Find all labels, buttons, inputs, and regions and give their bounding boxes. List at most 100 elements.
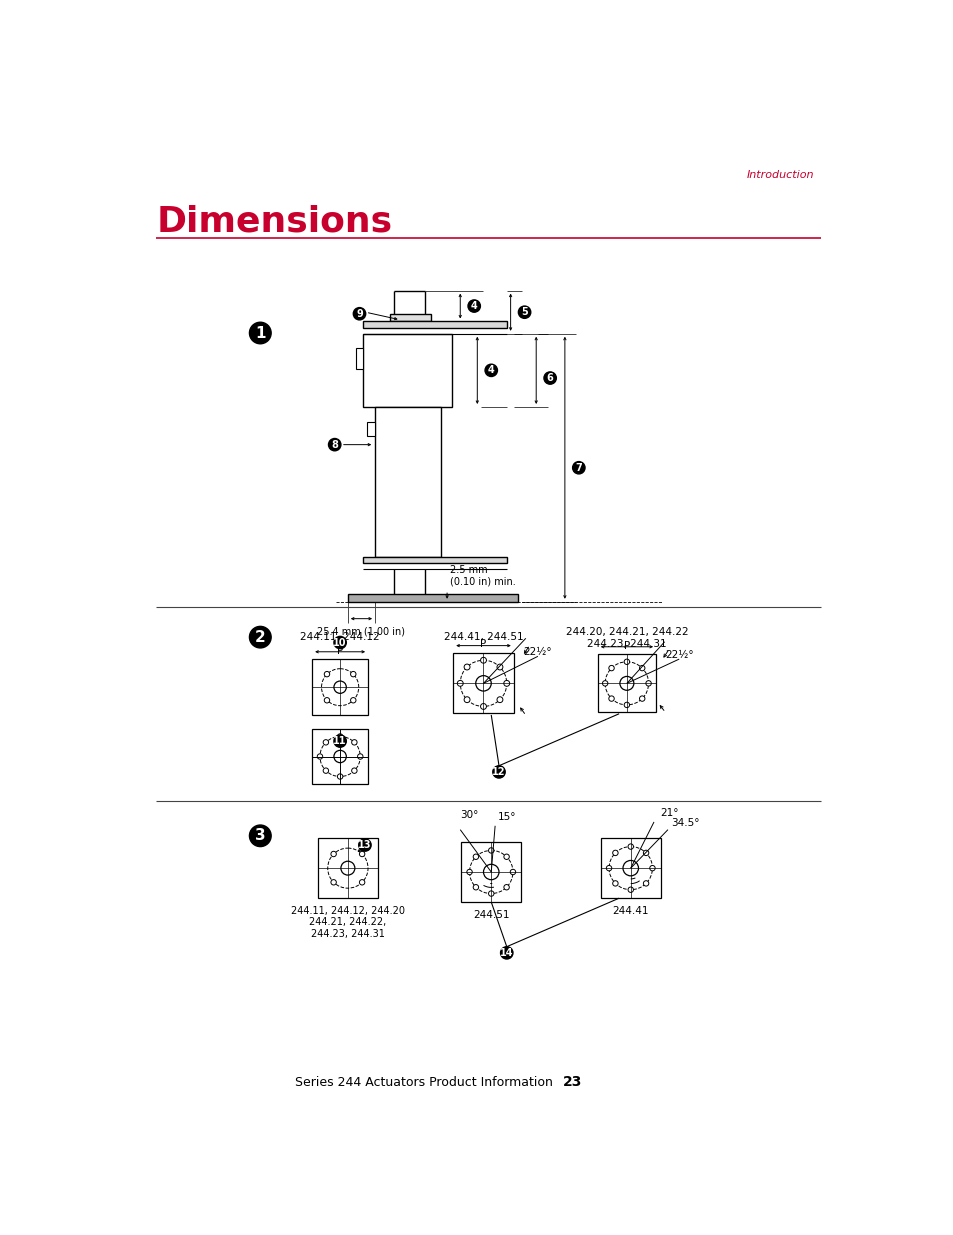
Bar — [460, 842, 521, 902]
Circle shape — [622, 861, 638, 876]
Text: Series 244 Actuators Product Information: Series 244 Actuators Product Information — [294, 1076, 560, 1089]
Circle shape — [328, 438, 340, 451]
Circle shape — [480, 704, 486, 709]
Circle shape — [623, 659, 629, 664]
Circle shape — [503, 680, 509, 687]
Circle shape — [334, 636, 346, 648]
Circle shape — [503, 855, 509, 860]
Circle shape — [627, 844, 633, 850]
Circle shape — [602, 680, 607, 687]
Text: 244.11, 244.12: 244.11, 244.12 — [300, 632, 379, 642]
Circle shape — [510, 869, 516, 874]
Circle shape — [476, 676, 491, 692]
Circle shape — [331, 879, 336, 885]
Text: 22½°: 22½° — [665, 651, 694, 661]
Text: 11: 11 — [333, 736, 347, 746]
Text: 244.11, 244.12, 244.20
244.21, 244.22,
244.23, 244.31: 244.11, 244.12, 244.20 244.21, 244.22, 2… — [291, 906, 404, 939]
Circle shape — [468, 300, 480, 312]
Circle shape — [352, 740, 356, 745]
Circle shape — [642, 881, 648, 885]
Text: 244.20, 244.21, 244.22
244.23, 244.31: 244.20, 244.21, 244.22 244.23, 244.31 — [565, 627, 687, 648]
Text: 6: 6 — [546, 373, 553, 383]
Text: 244.51: 244.51 — [473, 910, 509, 920]
Text: 9: 9 — [355, 309, 362, 319]
Circle shape — [649, 866, 655, 871]
Circle shape — [337, 774, 342, 779]
Text: Dimensions: Dimensions — [156, 204, 393, 238]
Circle shape — [612, 881, 618, 885]
Circle shape — [500, 947, 513, 960]
Circle shape — [645, 680, 651, 687]
Text: 21°: 21° — [659, 808, 678, 818]
Circle shape — [480, 657, 486, 663]
Circle shape — [324, 698, 330, 703]
Circle shape — [463, 664, 470, 669]
Circle shape — [627, 887, 633, 893]
Text: 34.5°: 34.5° — [670, 818, 699, 827]
Text: 4: 4 — [471, 301, 477, 311]
Circle shape — [340, 861, 355, 876]
Text: P: P — [623, 641, 629, 651]
Circle shape — [353, 308, 365, 320]
Circle shape — [359, 879, 364, 885]
Text: 7: 7 — [575, 463, 581, 473]
Circle shape — [639, 666, 644, 671]
Circle shape — [352, 768, 356, 773]
Text: 244.41, 244.51: 244.41, 244.51 — [443, 632, 523, 642]
Circle shape — [488, 890, 494, 897]
Circle shape — [249, 322, 271, 343]
Circle shape — [466, 869, 472, 874]
Circle shape — [606, 866, 611, 871]
Circle shape — [493, 766, 505, 778]
Circle shape — [249, 825, 271, 846]
Circle shape — [497, 697, 502, 703]
Circle shape — [334, 680, 346, 693]
Text: 14: 14 — [499, 947, 513, 958]
Bar — [367, 422, 375, 436]
Text: 25.4 mm (1.00 in): 25.4 mm (1.00 in) — [317, 626, 405, 636]
Bar — [363, 557, 506, 563]
Circle shape — [639, 695, 644, 701]
Bar — [312, 729, 368, 784]
Text: P: P — [480, 640, 486, 650]
Circle shape — [331, 851, 336, 857]
Text: 15°: 15° — [497, 811, 516, 821]
Circle shape — [350, 698, 355, 703]
Bar — [348, 594, 517, 601]
Circle shape — [488, 847, 494, 853]
Text: 23: 23 — [562, 1076, 582, 1089]
Circle shape — [642, 850, 648, 856]
Circle shape — [473, 855, 478, 860]
Bar — [390, 314, 431, 321]
Circle shape — [543, 372, 556, 384]
Circle shape — [517, 306, 530, 319]
Circle shape — [608, 666, 614, 671]
Circle shape — [334, 751, 346, 763]
Text: 12: 12 — [492, 767, 505, 777]
Circle shape — [483, 864, 498, 879]
Circle shape — [324, 672, 330, 677]
Text: 244.41: 244.41 — [612, 906, 648, 916]
Circle shape — [619, 677, 633, 690]
Bar — [453, 653, 513, 714]
Bar — [363, 333, 452, 406]
Bar — [375, 406, 440, 557]
Circle shape — [350, 672, 355, 677]
Text: 3: 3 — [254, 829, 265, 844]
Text: 1: 1 — [254, 326, 265, 341]
Text: 2.5 mm
(0.10 in) min.: 2.5 mm (0.10 in) min. — [450, 564, 516, 587]
Text: Introduction: Introduction — [746, 170, 814, 180]
Circle shape — [456, 680, 463, 687]
Text: 8: 8 — [331, 440, 337, 450]
Circle shape — [623, 703, 629, 708]
Text: 13: 13 — [357, 840, 372, 850]
Circle shape — [484, 364, 497, 377]
Circle shape — [572, 462, 584, 474]
Circle shape — [249, 626, 271, 648]
Circle shape — [497, 664, 502, 669]
Text: 5: 5 — [520, 308, 527, 317]
Text: P: P — [336, 646, 343, 656]
Circle shape — [323, 740, 328, 745]
Text: 4: 4 — [487, 366, 494, 375]
Bar — [355, 347, 363, 369]
